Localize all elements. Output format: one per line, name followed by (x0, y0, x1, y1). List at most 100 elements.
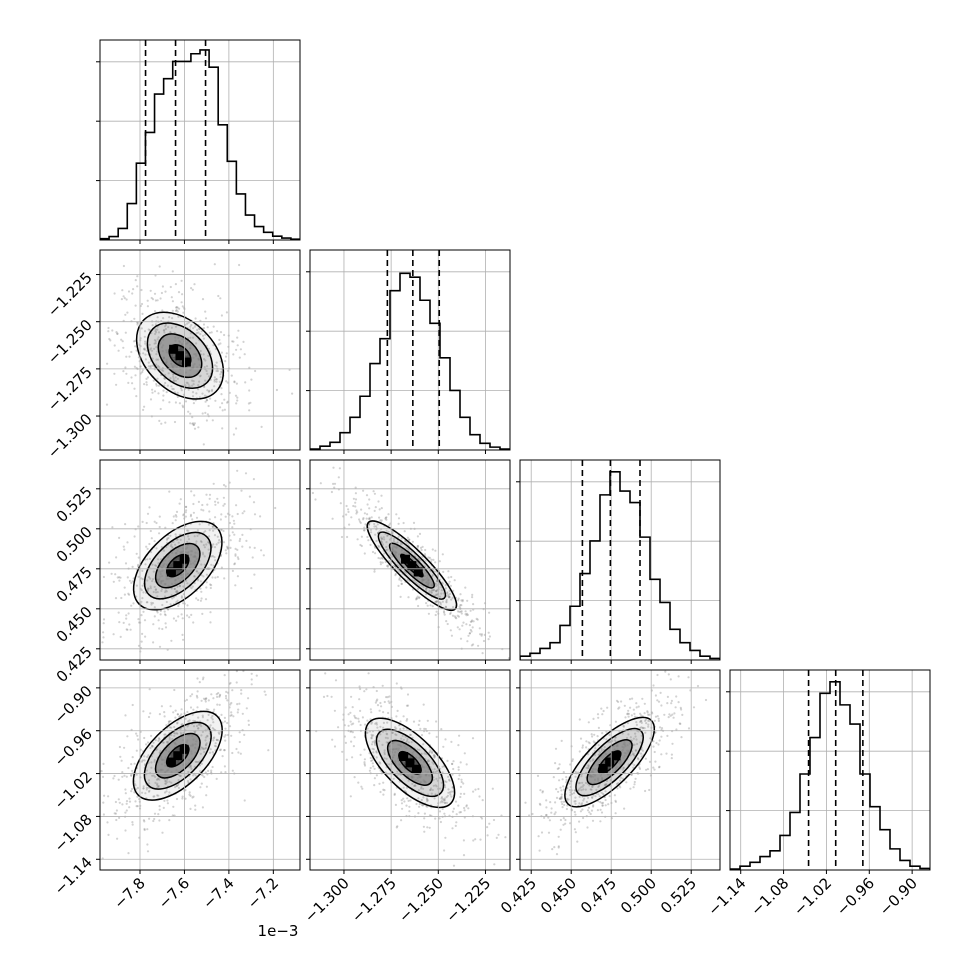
scatter-point (159, 570, 162, 573)
scatter-point (206, 326, 209, 329)
scatter-point (191, 416, 194, 419)
scatter-point (214, 503, 217, 506)
scatter-point (181, 550, 184, 553)
scatter-point (152, 570, 155, 573)
scatter-point (394, 551, 397, 554)
scatter-point (213, 556, 216, 559)
scatter-point (423, 766, 426, 769)
scatter-point (198, 523, 201, 526)
scatter-point (150, 766, 153, 769)
scatter-point (386, 564, 389, 568)
scatter-point (459, 593, 462, 596)
scatter-point (463, 809, 466, 812)
scatter-point (604, 783, 608, 786)
scatter-point (574, 802, 577, 805)
scatter-point (205, 493, 208, 496)
scatter-point (386, 565, 389, 568)
scatter-point (102, 631, 105, 634)
scatter-point (379, 725, 382, 728)
scatter-point (193, 325, 196, 328)
scatter-point (149, 712, 152, 715)
scatter-point (393, 754, 396, 757)
scatter-point (197, 357, 201, 360)
scatter-point (150, 603, 153, 606)
scatter-point (459, 785, 462, 789)
scatter-point (400, 549, 403, 552)
scatter-point (459, 637, 463, 640)
scatter-point (148, 343, 151, 346)
scatter-point (162, 549, 166, 552)
scatter-point (148, 348, 152, 351)
scatter-point (192, 422, 195, 425)
scatter-point (447, 775, 450, 778)
scatter-point (168, 490, 171, 493)
scatter-point (165, 578, 168, 581)
scatter-point (397, 522, 400, 525)
scatter-point (432, 589, 435, 592)
scatter-point (471, 596, 474, 599)
scatter-point (456, 626, 459, 629)
scatter-point (385, 529, 388, 532)
scatter-point (212, 564, 215, 567)
scatter-point (387, 530, 390, 533)
scatter-point (152, 623, 155, 626)
scatter-point (429, 788, 432, 792)
scatter-point (217, 501, 220, 504)
scatter-point (168, 780, 171, 783)
scatter-point (220, 314, 223, 317)
scatter-point (345, 504, 348, 508)
scatter-point (161, 285, 164, 288)
scatter-point (477, 644, 480, 647)
scatter-point (146, 558, 149, 561)
scatter-point (143, 736, 146, 740)
scatter-point (434, 817, 437, 820)
scatter-point (600, 811, 604, 814)
scatter-point (205, 785, 208, 788)
scatter-point (395, 826, 398, 829)
scatter-point (375, 525, 378, 528)
scatter-point (469, 628, 472, 632)
scatter-point (151, 324, 154, 327)
scatter-point (420, 798, 423, 802)
scatter-point (166, 769, 169, 772)
y-tick-label: 0.525 (53, 483, 96, 526)
scatter-point (192, 423, 195, 427)
scatter-point (578, 795, 581, 799)
scatter-point (435, 600, 438, 603)
scatter-point (637, 758, 640, 761)
scatter-point (124, 811, 127, 814)
scatter-point (435, 582, 438, 585)
scatter-point (190, 553, 193, 556)
scatter-point (435, 785, 438, 788)
scatter-point (373, 509, 376, 512)
scatter-point (241, 512, 244, 515)
scatter-point (166, 778, 169, 781)
scatter-point (234, 554, 237, 557)
scatter-point (432, 778, 435, 782)
scatter-point (666, 702, 669, 705)
scatter-point (580, 789, 583, 792)
scatter-point (124, 523, 127, 526)
scatter-point (156, 338, 159, 341)
scatter-point (639, 741, 642, 744)
scatter-point (187, 529, 190, 532)
scatter-point (598, 750, 601, 753)
scatter-point (381, 543, 385, 546)
scatter-point (375, 539, 378, 543)
y-tick-label: −1.02 (51, 768, 96, 813)
scatter-point (171, 737, 174, 741)
scatter-point (156, 579, 159, 582)
scatter-point (554, 801, 557, 804)
scatter-point (188, 758, 191, 761)
scatter-point (118, 816, 121, 820)
scatter-point (211, 751, 214, 754)
scatter-point (223, 716, 226, 720)
scatter-point (255, 674, 258, 677)
scatter-point (235, 402, 238, 405)
axes-frame (99, 39, 301, 241)
scatter-point (148, 329, 151, 332)
scatter-point (638, 766, 641, 769)
scatter-point (124, 562, 128, 565)
scatter-point (368, 507, 371, 510)
scatter-point (157, 384, 160, 387)
